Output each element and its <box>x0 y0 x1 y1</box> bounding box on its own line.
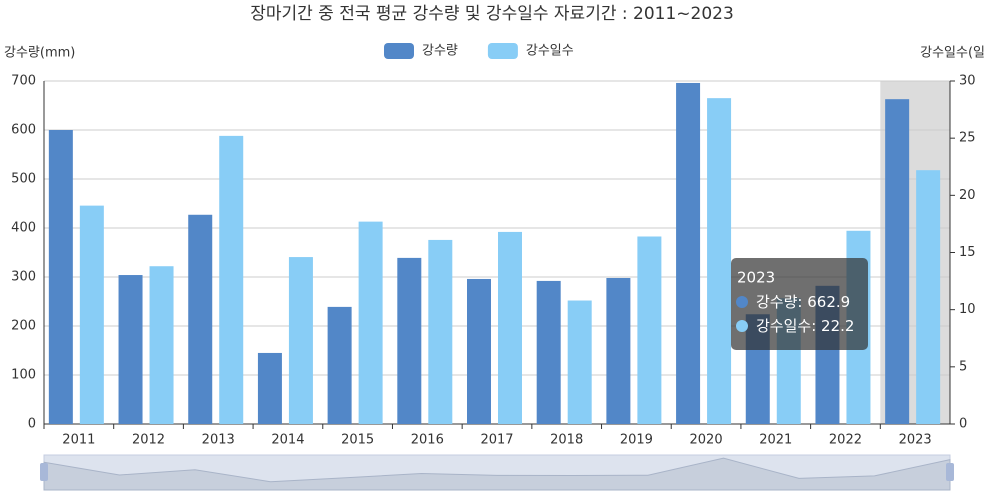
tooltip-sep: : <box>811 317 821 335</box>
y2-tick-label: 5 <box>959 359 967 374</box>
y-tick-label: 200 <box>11 319 36 334</box>
bar <box>498 231 522 424</box>
y-tick-label: 700 <box>11 74 36 89</box>
bar <box>358 221 383 424</box>
tooltip-title: 2023 <box>737 269 775 287</box>
x-tick-label: 2011 <box>62 433 95 448</box>
y2-tick-label: 15 <box>959 245 976 260</box>
y-tick-label: 500 <box>11 172 36 187</box>
bar <box>467 278 491 424</box>
x-tick-label: 2019 <box>620 433 653 448</box>
tooltip-value: 22.2 <box>821 317 854 335</box>
bar <box>149 266 174 424</box>
legend-label: 강수량 <box>422 44 458 59</box>
tooltip-value: 662.9 <box>807 293 850 311</box>
legend-swatch <box>384 43 414 59</box>
legend-label: 강수일수 <box>526 44 574 59</box>
bar <box>118 275 143 424</box>
tooltip-name: 강수일수 <box>756 317 811 335</box>
y-tick-label: 400 <box>11 221 36 236</box>
y2-tick-label: 30 <box>959 74 976 89</box>
x-tick-label: 2016 <box>411 433 444 448</box>
x-tick-label: 2022 <box>829 433 862 448</box>
y2-tick-label: 25 <box>959 131 976 146</box>
x-tick-label: 2021 <box>759 433 792 448</box>
bar <box>219 135 244 424</box>
x-tick-label: 2012 <box>132 433 165 448</box>
y2-tick-label: 20 <box>959 188 976 203</box>
x-tick-label: 2013 <box>202 433 235 448</box>
tooltip-dot <box>736 320 748 332</box>
bar <box>79 205 104 424</box>
bar <box>327 306 352 424</box>
bar <box>567 300 592 424</box>
x-tick-label: 2023 <box>899 433 932 448</box>
bar <box>397 257 422 424</box>
zoom-handle[interactable] <box>946 463 954 481</box>
tooltip-box <box>731 258 868 350</box>
bar <box>916 170 941 424</box>
zoom-handle[interactable] <box>40 463 48 481</box>
x-tick-label: 2020 <box>690 433 723 448</box>
bar <box>637 236 662 424</box>
bar <box>257 352 282 424</box>
y-axis-label: 강수량(mm) <box>4 46 75 61</box>
tooltip-dot <box>736 296 748 308</box>
bar <box>606 277 631 424</box>
y-tick-label: 600 <box>11 123 36 138</box>
bar <box>48 130 73 424</box>
bar <box>536 280 561 424</box>
y-tick-label: 0 <box>28 417 36 432</box>
chart-title: 장마기간 중 전국 평균 강수량 및 강수일수 자료기간 : 2011~2023 <box>250 4 734 24</box>
x-tick-label: 2018 <box>550 433 583 448</box>
tooltip-name: 강수량 <box>756 293 798 311</box>
bar <box>676 82 701 425</box>
bar <box>288 257 313 424</box>
x-tick-label: 2017 <box>480 433 513 448</box>
bar <box>707 98 732 425</box>
tooltip-sep: : <box>797 293 807 311</box>
tooltip-item: 강수량: 662.9 <box>756 293 850 311</box>
tooltip-item: 강수일수: 22.2 <box>756 317 854 335</box>
y-tick-label: 100 <box>11 368 36 383</box>
legend-swatch <box>487 43 518 59</box>
y2-tick-label: 0 <box>959 417 967 432</box>
x-tick-label: 2014 <box>271 433 304 448</box>
tooltip: 2023 강수량: 662.9 강수일수: 22.2 <box>731 258 868 350</box>
x-tick-label: 2015 <box>341 433 374 448</box>
bar <box>428 239 453 424</box>
background-layer <box>44 80 950 425</box>
bar <box>188 214 213 424</box>
bar <box>885 99 910 424</box>
y2-tick-label: 10 <box>959 302 976 317</box>
y2-axis-label: 강수일수(일 <box>920 46 985 61</box>
y-tick-label: 300 <box>11 270 36 285</box>
